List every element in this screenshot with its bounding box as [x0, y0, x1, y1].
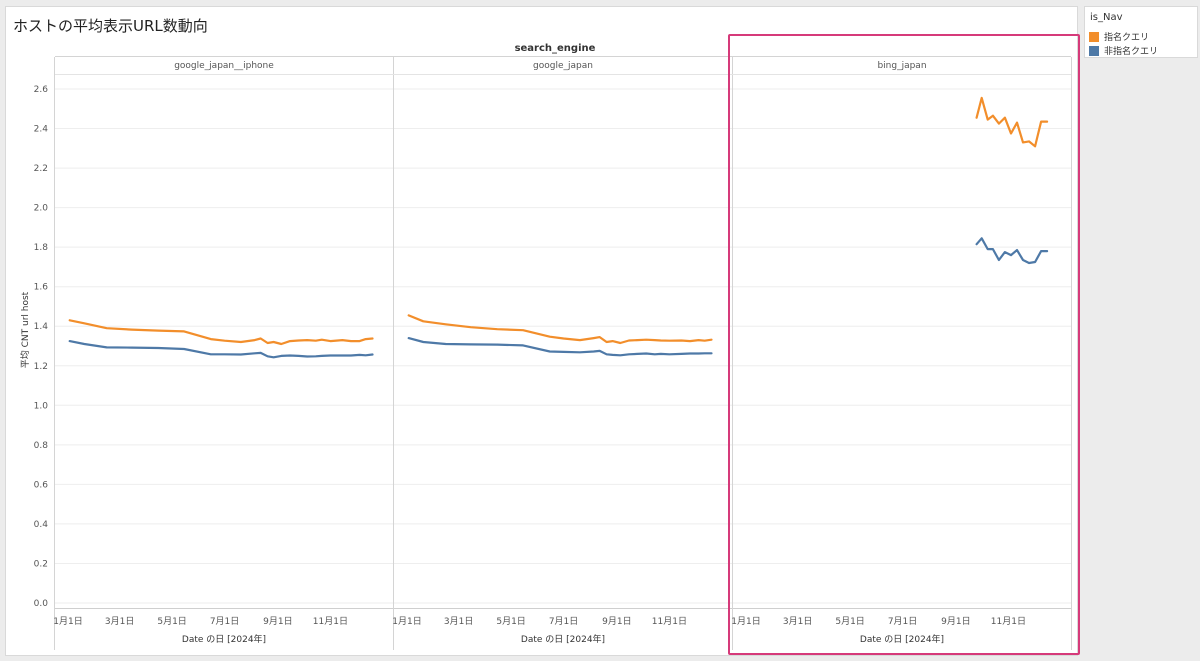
legend: is_Nav 指名クエリ 非指名クエリ [1084, 6, 1198, 58]
y-tick-label: 0.0 [34, 599, 49, 609]
pane-header: bing_japan [877, 61, 926, 71]
series-line [68, 340, 374, 359]
x-axis-label: Date の日 [2024年] [521, 633, 605, 645]
y-tick-label: 2.2 [34, 164, 48, 174]
x-axis-label: Date の日 [2024年] [860, 633, 944, 645]
x-tick-label: 1月1日 [53, 616, 82, 627]
x-tick-label: 7月1日 [888, 616, 917, 627]
legend-swatch-orange [1089, 31, 1099, 42]
legend-title: is_Nav [1090, 12, 1123, 23]
x-tick-label: 5月1日 [157, 616, 186, 627]
x-tick-label: 3月1日 [444, 616, 473, 627]
y-tick-label: 1.8 [34, 243, 49, 253]
chart-title: ホストの平均表示URL数動向 [13, 17, 208, 35]
column-header: search_engine [515, 43, 596, 54]
series-line [407, 337, 713, 357]
series-line [975, 96, 1049, 148]
x-tick-label: 3月1日 [105, 616, 134, 627]
x-tick-label: 11月1日 [991, 616, 1026, 627]
y-tick-label: 0.8 [34, 441, 49, 451]
y-tick-label: 2.0 [34, 204, 49, 214]
x-tick-label: 11月1日 [313, 616, 348, 627]
x-axis-label: Date の日 [2024年] [182, 633, 266, 645]
x-tick-label: 9月1日 [263, 616, 292, 627]
series-line [407, 314, 713, 345]
x-tick-label: 3月1日 [783, 616, 812, 627]
x-tick-label: 1月1日 [731, 616, 760, 627]
y-tick-label: 1.2 [34, 362, 48, 372]
y-tick-label: 1.4 [34, 322, 49, 332]
x-tick-label: 7月1日 [549, 616, 578, 627]
legend-label: 指名クエリ [1104, 33, 1150, 43]
legend-item-named-query[interactable]: 指名クエリ [1089, 30, 1149, 43]
y-tick-label: 1.0 [34, 401, 49, 411]
highlight-box [728, 34, 1080, 655]
legend-label: 非指名クエリ [1104, 47, 1159, 57]
x-tick-label: 9月1日 [602, 616, 631, 627]
x-tick-label: 5月1日 [835, 616, 864, 627]
y-tick-label: 1.6 [34, 283, 49, 293]
series-line [975, 237, 1049, 265]
y-tick-label: 0.6 [34, 480, 49, 490]
x-tick-label: 5月1日 [496, 616, 525, 627]
y-tick-label: 2.4 [34, 125, 49, 135]
x-tick-label: 11月1日 [652, 616, 687, 627]
x-tick-label: 7月1日 [210, 616, 239, 627]
legend-item-unnamed-query[interactable]: 非指名クエリ [1089, 44, 1158, 57]
y-tick-label: 2.6 [34, 85, 49, 95]
x-tick-label: 1月1日 [392, 616, 421, 627]
y-axis-label: 平均 CNT url host [19, 291, 31, 368]
y-tick-label: 0.2 [34, 559, 48, 569]
pane-header: google_japan__iphone [174, 61, 274, 71]
series-line [68, 319, 374, 346]
legend-swatch-blue [1089, 45, 1099, 56]
y-tick-label: 0.4 [34, 520, 49, 530]
pane-header: google_japan [533, 61, 593, 71]
x-tick-label: 9月1日 [941, 616, 970, 627]
